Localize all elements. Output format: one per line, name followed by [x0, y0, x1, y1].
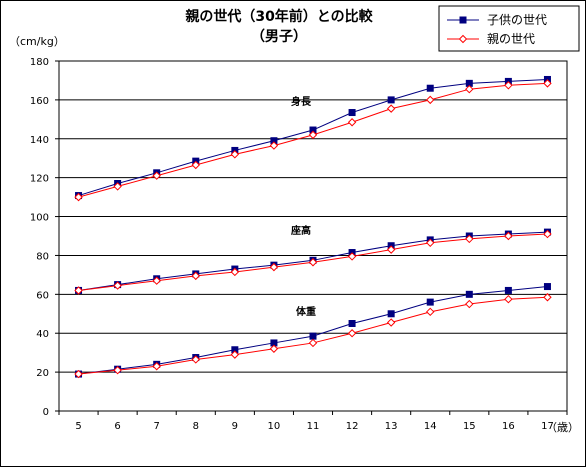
x-tick-label: 11: [307, 421, 320, 432]
data-point-parent-generation: [113, 281, 122, 290]
x-tick-label: 14: [424, 421, 437, 432]
data-point-parent-generation: [269, 344, 279, 353]
data-point-child-generation: [426, 84, 434, 92]
data-point-parent-generation: [426, 95, 435, 105]
data-point-child-generation: [543, 283, 551, 291]
x-tick-label: 13: [385, 421, 398, 432]
x-tick-label: 12: [346, 421, 359, 432]
chart-title: 親の世代（30年前）との比較: [185, 8, 373, 25]
y-tick-label: 120: [30, 174, 49, 185]
data-point-parent-generation: [74, 192, 83, 202]
y-tick-label: 40: [36, 329, 49, 340]
data-point-parent-generation: [230, 350, 240, 359]
data-point-parent-generation: [269, 141, 279, 150]
x-tick-label: 7: [154, 421, 160, 432]
data-point-parent-generation: [113, 365, 122, 375]
chart-subtitle: （男子）: [251, 29, 307, 45]
y-tick-label: 60: [36, 290, 49, 301]
data-point-parent-generation: [74, 369, 83, 379]
legend-label: 子供の世代: [487, 13, 547, 27]
data-point-parent-generation: [504, 231, 513, 241]
plot-area: [58, 60, 568, 412]
data-point-parent-generation: [426, 238, 435, 248]
data-point-parent-generation: [347, 252, 357, 261]
data-point-child-generation: [387, 96, 395, 104]
x-tick-label: 9: [232, 421, 238, 432]
y-tick-label: 100: [30, 213, 49, 224]
series-group-label: 座高: [290, 224, 311, 237]
series-group-label: 体重: [296, 305, 316, 318]
y-tick-label: 160: [30, 96, 49, 107]
data-point-parent-generation: [152, 171, 161, 180]
x-axis-unit: （歳）: [546, 421, 579, 434]
data-point-parent-generation: [191, 355, 200, 364]
x-tick-label: 6: [114, 421, 120, 432]
data-point-parent-generation: [308, 338, 318, 348]
data-point-parent-generation: [308, 130, 318, 140]
data-point-parent-generation: [465, 299, 474, 309]
data-point-parent-generation: [386, 318, 396, 327]
data-point-child-generation: [309, 332, 317, 340]
y-tick-label: 140: [30, 135, 49, 146]
data-point-parent-generation: [230, 150, 240, 159]
legend-marker: [458, 34, 468, 44]
x-tick-label: 10: [268, 421, 281, 432]
data-point-parent-generation: [113, 182, 122, 191]
data-point-parent-generation: [152, 276, 161, 285]
data-point-parent-generation: [347, 329, 357, 338]
y-tick-label: 0: [43, 407, 49, 418]
x-tick-label: 17: [541, 421, 554, 432]
legend-label: 親の世代: [487, 32, 535, 46]
data-point-parent-generation: [504, 294, 513, 304]
data-point-parent-generation: [191, 160, 200, 170]
data-point-parent-generation: [543, 293, 552, 302]
y-tick-label: 80: [36, 251, 49, 262]
x-tick-label: 15: [463, 421, 476, 432]
x-tick-label: 5: [75, 421, 81, 432]
data-point-parent-generation: [504, 81, 513, 90]
data-point-parent-generation: [426, 307, 435, 317]
data-point-parent-generation: [543, 79, 552, 88]
data-point-parent-generation: [308, 258, 318, 267]
data-point-parent-generation: [269, 262, 279, 272]
legend-box: [438, 5, 580, 52]
data-point-parent-generation: [191, 271, 200, 281]
data-point-parent-generation: [230, 267, 240, 277]
data-point-child-generation: [465, 290, 473, 298]
data-point-parent-generation: [347, 118, 357, 127]
y-tick-label: 20: [36, 368, 49, 379]
y-tick-label: 180: [30, 57, 49, 68]
data-point-parent-generation: [543, 229, 552, 239]
data-point-child-generation: [504, 286, 512, 294]
y-axis-unit: （cm/kg）: [9, 35, 65, 48]
data-point-child-generation: [348, 109, 356, 117]
x-tick-label: 16: [502, 421, 515, 432]
data-point-parent-generation: [386, 104, 396, 113]
data-point-parent-generation: [465, 84, 474, 94]
data-point-child-generation: [348, 320, 356, 327]
legend-marker: [459, 16, 467, 24]
data-point-parent-generation: [152, 362, 161, 371]
series-group-label: 身長: [291, 95, 312, 108]
data-point-parent-generation: [74, 286, 83, 295]
data-point-parent-generation: [465, 234, 474, 244]
data-point-child-generation: [387, 310, 395, 318]
x-tick-label: 8: [193, 421, 199, 432]
data-point-parent-generation: [386, 245, 396, 254]
data-point-child-generation: [426, 298, 434, 306]
